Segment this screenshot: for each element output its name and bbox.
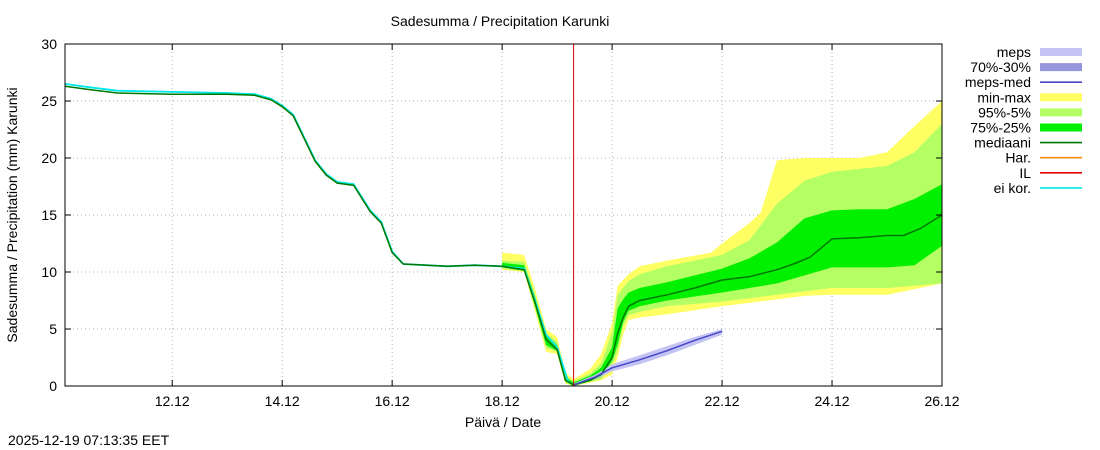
legend-label-meps: meps (997, 44, 1031, 60)
y-tick-label: 20 (41, 150, 57, 166)
x-tick-label: 22.12 (705, 393, 740, 409)
x-tick-label: 14.12 (265, 393, 300, 409)
legend-label-eikor: ei kor. (994, 180, 1031, 196)
legend-label-mediaani: mediaani (974, 135, 1031, 151)
series-line-mepsmed (573, 330, 723, 386)
legend-swatch-p75 (1040, 123, 1082, 132)
y-axis-ticks: 0 5 10 15 20 25 30 (41, 36, 942, 394)
x-tick-label: 16.12 (375, 393, 410, 409)
legend-label-meps7030: 70%-30% (970, 59, 1031, 75)
legend-label-p75: 75%-25% (970, 120, 1031, 136)
x-axis-label: Päivä / Date (465, 414, 541, 430)
chart-title: Sadesumma / Precipitation Karunki (391, 13, 610, 29)
x-axis-ticks: 12.12 14.12 16.12 18.12 20.12 22.12 24.12 26.12 (155, 44, 960, 409)
legend-swatch-p95 (1040, 108, 1082, 117)
y-tick-label: 10 (41, 264, 57, 280)
plot-area (64, 43, 943, 387)
y-axis-label: Sadesumma / Precipitation (mm) Karunki (4, 87, 20, 342)
x-tick-label: 20.12 (595, 393, 630, 409)
legend-label-p95: 95%-5% (978, 104, 1031, 120)
legend-label-il: IL (1019, 165, 1031, 181)
legend-swatch-minmax (1040, 93, 1082, 102)
x-tick-label: 12.12 (155, 393, 190, 409)
y-tick-label: 15 (41, 207, 57, 223)
band-p95 (502, 123, 942, 387)
x-tick-label: 24.12 (815, 393, 850, 409)
band-p75 (502, 184, 942, 386)
x-tick-label: 26.12 (924, 393, 959, 409)
legend-label-har: Har. (1005, 150, 1031, 166)
legend-swatch-meps7030 (1040, 63, 1082, 72)
series-lines (64, 83, 943, 386)
y-tick-label: 5 (49, 321, 57, 337)
y-tick-label: 0 (49, 378, 57, 394)
y-tick-label: 30 (41, 36, 57, 52)
series-line-mediaani (64, 85, 943, 386)
legend-swatch-meps (1040, 48, 1082, 56)
legend: meps70%-30%meps-medmin-max95%-5%75%-25%m… (965, 44, 1082, 196)
x-tick-label: 18.12 (485, 393, 520, 409)
legend-label-mepsmed: meps-med (965, 74, 1031, 90)
timestamp: 2025-12-19 07:13:35 EET (8, 432, 170, 448)
y-tick-label: 25 (41, 93, 57, 109)
legend-label-minmax: min-max (977, 89, 1031, 105)
